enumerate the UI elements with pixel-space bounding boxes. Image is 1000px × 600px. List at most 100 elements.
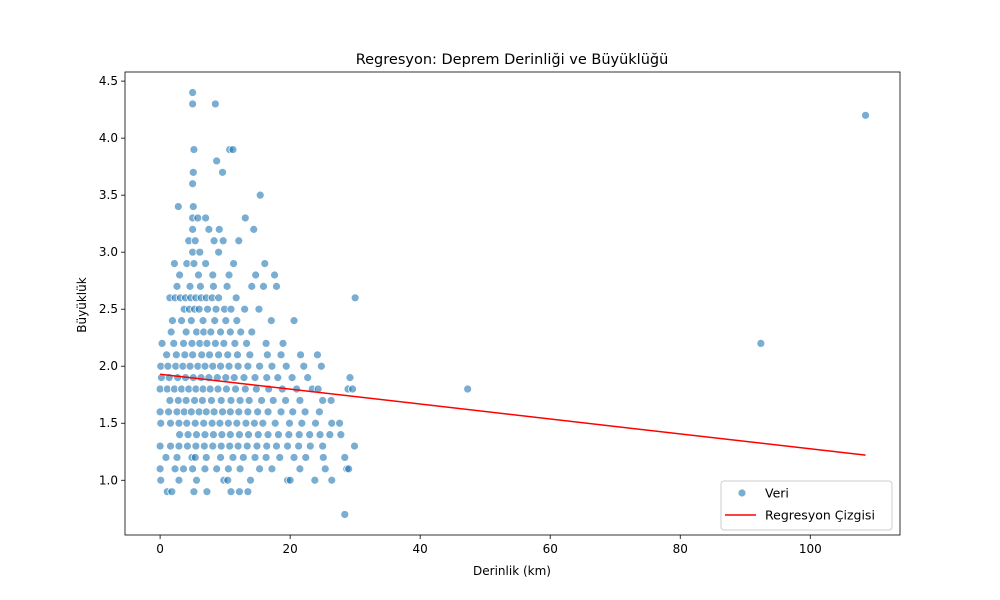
data-point <box>209 407 219 417</box>
data-point <box>222 384 231 394</box>
y-tick-label: 3.0 <box>99 245 118 259</box>
data-point <box>270 418 280 428</box>
data-point <box>174 441 184 451</box>
data-point <box>214 247 224 257</box>
data-point <box>245 350 255 360</box>
data-point <box>310 475 320 485</box>
data-point <box>253 407 263 417</box>
data-point <box>228 453 238 462</box>
data-point <box>208 361 218 371</box>
data-point <box>276 407 286 417</box>
data-point <box>190 396 199 405</box>
data-point <box>173 202 183 211</box>
data-point <box>225 407 235 417</box>
data-point <box>289 453 299 462</box>
data-point <box>195 247 205 257</box>
data-point <box>216 441 226 451</box>
data-point <box>226 396 236 405</box>
data-point <box>218 236 228 246</box>
data-point <box>315 430 325 440</box>
data-point <box>166 441 175 451</box>
x-tick-label: 80 <box>673 542 688 556</box>
data-point <box>185 361 195 371</box>
data-point <box>188 202 198 211</box>
data-point <box>255 464 264 474</box>
data-point <box>216 453 225 462</box>
x-axis-label: Derinlik (km) <box>473 564 551 578</box>
data-point <box>205 384 215 394</box>
data-point <box>325 430 335 440</box>
data-point <box>217 430 227 440</box>
data-point <box>267 361 277 371</box>
data-point <box>272 281 281 291</box>
data-point <box>219 339 229 348</box>
data-point <box>175 430 185 440</box>
data-point <box>212 373 222 383</box>
data-point <box>311 418 320 428</box>
y-tick-label: 3.5 <box>99 188 118 202</box>
data-point <box>246 475 255 485</box>
data-point <box>197 350 207 360</box>
data-point <box>207 396 216 405</box>
chart-title: Regresyon: Deprem Derinliği ve Büyüklüğü <box>356 52 669 68</box>
data-point <box>232 418 242 428</box>
data-point <box>224 270 234 280</box>
data-point <box>314 407 324 417</box>
data-point <box>188 88 198 97</box>
data-point <box>233 350 242 360</box>
data-point <box>190 236 200 246</box>
data-point <box>301 453 311 462</box>
data-point <box>201 453 211 462</box>
data-point <box>155 407 165 417</box>
axes-frame <box>124 71 901 536</box>
data-point <box>272 441 281 451</box>
data-point <box>240 304 250 314</box>
data-point <box>174 418 184 428</box>
data-point <box>262 373 272 383</box>
data-point <box>305 430 315 440</box>
y-tick-label: 2.5 <box>99 302 118 316</box>
data-point <box>299 361 309 371</box>
data-point <box>188 224 198 234</box>
data-point <box>162 350 172 360</box>
data-point <box>335 418 344 428</box>
data-point <box>188 464 198 474</box>
data-point <box>251 270 261 280</box>
data-point <box>198 316 208 326</box>
data-point <box>247 281 257 291</box>
data-point <box>201 407 211 417</box>
data-point <box>262 350 272 360</box>
data-point <box>222 281 232 291</box>
data-point <box>283 441 292 451</box>
data-point <box>187 339 197 348</box>
data-point <box>225 441 235 451</box>
data-point <box>288 407 298 417</box>
data-point <box>249 224 259 234</box>
data-point <box>209 281 218 291</box>
axes: 0 20 40 60 80 100 1.0 1.5 2.0 2.5 3.0 3.5 4.0 4.5 <box>99 71 901 556</box>
data-point <box>250 453 260 462</box>
data-point <box>163 361 173 371</box>
data-point <box>340 510 350 519</box>
data-point <box>232 316 242 326</box>
data-point <box>294 430 304 440</box>
data-point <box>228 145 238 154</box>
x-tick-label: 40 <box>413 542 428 556</box>
y-tick-label: 4.5 <box>99 74 118 88</box>
data-point <box>313 350 322 360</box>
data-point <box>242 441 252 451</box>
data-point <box>157 339 167 348</box>
legend: Veri Regresyon Çizgisi <box>720 480 893 531</box>
data-point <box>175 270 185 280</box>
legend-label-regression: Regresyon Çizgisi <box>765 508 875 523</box>
data-point <box>188 99 198 109</box>
data-point <box>326 396 336 405</box>
data-point <box>259 281 268 291</box>
data-point <box>260 259 270 268</box>
data-point <box>190 418 200 428</box>
data-point <box>210 339 220 348</box>
y-axis-label: Büyüklük <box>75 277 89 332</box>
data-point <box>229 259 238 268</box>
data-point <box>255 190 265 200</box>
data-point <box>197 396 207 405</box>
